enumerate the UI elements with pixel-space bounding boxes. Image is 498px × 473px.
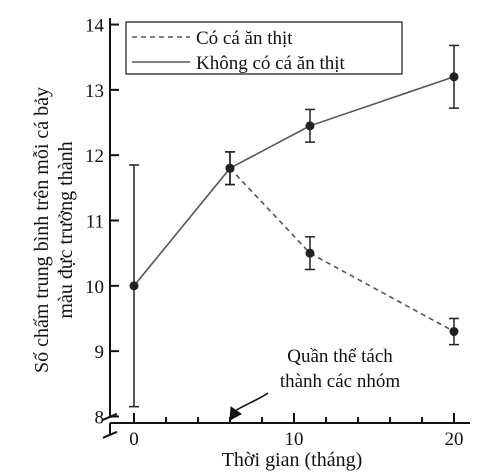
y-axis-title: Số chấm trung bình trên mỗi cá bảy màu đ… — [31, 87, 77, 373]
legend: Có cá ăn thịt Không có cá ăn thịt — [125, 21, 403, 75]
series-line-without-predator — [133, 76, 455, 287]
annotation-line-1: Quần thể tách — [287, 346, 393, 367]
x-axis-title: Thời gian (tháng) — [222, 449, 363, 471]
annotation-arrow — [232, 392, 269, 413]
legend-label-with-predator: Có cá ăn thịt — [196, 28, 293, 49]
x-tick-label: 0 — [129, 429, 139, 450]
series-line-with-predator — [229, 167, 455, 333]
y-tick-label: 9 — [95, 342, 105, 363]
y-tick-label: 10 — [85, 277, 104, 298]
y-axis-title-line-2: màu đực trưởng thành — [55, 141, 77, 318]
x-tick-label: 20 — [445, 429, 464, 450]
y-tick-label: 13 — [85, 81, 104, 102]
axes: 8 9 10 11 12 13 14 0 10 20 — [85, 16, 470, 450]
y-tick-label: 8 — [95, 407, 105, 428]
y-tick-label: 11 — [86, 212, 104, 233]
series-layer — [133, 76, 455, 333]
x-tick-label: 10 — [285, 429, 304, 450]
legend-label-without-predator: Không có cá ăn thịt — [196, 53, 346, 74]
data-point — [305, 121, 315, 131]
y-tick-label: 14 — [85, 16, 105, 37]
data-point — [225, 163, 235, 173]
y-tick-label: 12 — [85, 146, 104, 167]
markers-layer — [129, 44, 459, 408]
data-point — [449, 72, 459, 82]
data-point — [305, 248, 315, 258]
annotation: Quần thể tách thành các nhóm — [229, 346, 401, 421]
data-point — [449, 327, 459, 337]
annotation-arrowhead — [229, 406, 242, 421]
annotation-line-2: thành các nhóm — [280, 371, 401, 392]
legend-box — [125, 21, 403, 75]
data-point — [129, 281, 139, 291]
y-axis-title-line-1: Số chấm trung bình trên mỗi cá bảy — [31, 87, 53, 373]
axis-break-mark — [102, 430, 118, 439]
